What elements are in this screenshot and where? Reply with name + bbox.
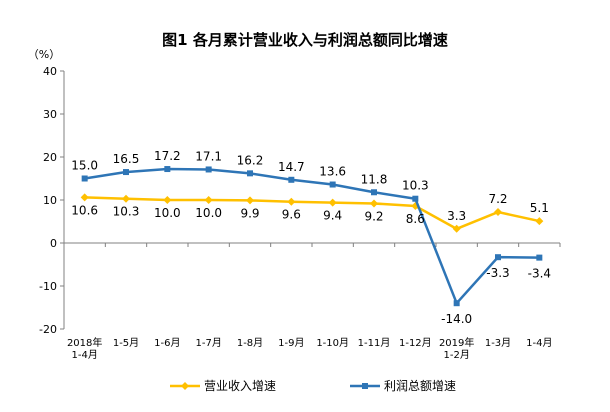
- revenue-data-label: 5.1: [530, 201, 549, 215]
- legend-swatch-marker: [181, 382, 189, 390]
- profit-growth-point: [164, 166, 171, 173]
- revenue-growth-point: [328, 198, 337, 207]
- profit-growth-line: [84, 167, 540, 306]
- y-tick-label: 0: [50, 237, 57, 250]
- x-tick-label: 1-4月: [526, 337, 552, 349]
- legend-label: 利润总额增速: [384, 379, 456, 393]
- x-tick-label: 1-12月: [399, 337, 432, 349]
- profit-data-label: 15.0: [71, 159, 98, 173]
- profit-data-label: -3.4: [528, 267, 551, 281]
- revenue-growth-point: [287, 197, 296, 206]
- revenue-growth-point: [370, 199, 378, 208]
- y-tick-label: -20: [39, 323, 57, 336]
- revenue-data-label: 9.2: [364, 209, 383, 223]
- x-tick-label: 1-6月: [154, 337, 180, 349]
- profit-growth-point: [288, 176, 295, 183]
- revenue-growth-point: [494, 208, 502, 217]
- revenue-data-label: 10.6: [71, 203, 98, 217]
- revenue-data-label: 10.0: [154, 206, 181, 220]
- x-tick-label: 1-9月: [278, 337, 304, 349]
- legend-item-profit-growth: 利润总额增速: [350, 379, 456, 393]
- revenue-growth-point: [122, 194, 130, 203]
- profit-growth-point: [205, 166, 212, 173]
- y-tick-label: 10: [43, 194, 57, 207]
- profit-growth-point: [81, 175, 88, 182]
- revenue-growth-point: [452, 224, 461, 233]
- y-tick-label: 40: [43, 65, 57, 78]
- profit-growth-point: [247, 170, 253, 177]
- revenue-growth-point: [204, 196, 213, 204]
- y-tick-label: 30: [43, 108, 57, 121]
- profit-data-label: 16.2: [237, 153, 264, 167]
- y-tick-label: 20: [43, 151, 57, 164]
- profit-data-label: 11.8: [361, 172, 388, 186]
- legend-label: 营业收入增速: [204, 379, 276, 393]
- series-layer: [80, 166, 544, 307]
- revenue-growth-point: [80, 193, 89, 202]
- x-tick-label: 1-8月: [237, 337, 263, 349]
- revenue-data-label: 10.0: [195, 206, 222, 220]
- y-axis-unit-label: （%）: [28, 48, 60, 61]
- profit-data-label: 16.5: [113, 152, 140, 166]
- profit-growth-point: [495, 254, 501, 261]
- profit-growth-point: [412, 195, 419, 202]
- revenue-data-label: 9.9: [240, 206, 259, 220]
- profit-growth-point: [123, 169, 129, 176]
- chart-title: 图1 各月累计营业收入与利润总额同比增速: [162, 31, 448, 49]
- legend-swatch-marker: [362, 383, 368, 389]
- profit-growth-point: [329, 181, 336, 188]
- revenue-growth-point: [535, 217, 544, 226]
- x-tick-label: 1-7月: [195, 337, 221, 349]
- x-tick-label: 1-10月: [316, 337, 349, 349]
- x-tick-label: 1-3月: [485, 337, 511, 349]
- revenue-growth-line: [84, 196, 540, 231]
- series-profit-growth: [81, 166, 543, 307]
- profit-data-label: -3.3: [486, 266, 509, 280]
- revenue-data-label: 7.2: [488, 192, 507, 206]
- x-tick-label: 1-4月: [71, 349, 97, 361]
- legend: 营业收入增速 利润总额增速: [170, 379, 456, 393]
- revenue-data-label: 8.6: [406, 212, 425, 226]
- y-tick-label: -10: [39, 280, 57, 293]
- revenue-data-label: 9.4: [323, 209, 342, 223]
- series-revenue-growth: [80, 193, 544, 233]
- x-tick-label: 2019年: [439, 336, 474, 349]
- profit-data-label: -14.0: [441, 312, 472, 326]
- data-labels-layer: 10.6 10.3 10.0 10.0 9.9 9.6 9.4 9.2 8.6 3.3 7.2 5.1…: [71, 149, 551, 326]
- x-tick-label: 1-11月: [358, 337, 391, 349]
- revenue-data-label: 10.3: [113, 205, 140, 219]
- x-tick-label: 1-2月: [443, 349, 469, 361]
- revenue-growth-point: [246, 196, 254, 205]
- profit-data-label: 10.3: [402, 179, 429, 193]
- profit-growth-point: [371, 189, 377, 196]
- revenue-data-label: 3.3: [447, 209, 466, 223]
- profit-data-label: 17.2: [154, 149, 181, 163]
- profit-data-label: 14.7: [278, 160, 305, 174]
- revenue-growth-point: [163, 196, 172, 204]
- revenue-data-label: 9.6: [282, 208, 301, 222]
- profit-growth-point: [536, 254, 543, 261]
- x-tick-label: 1-5月: [113, 337, 139, 349]
- legend-item-revenue-growth: 营业收入增速: [170, 379, 276, 393]
- profit-growth-point: [453, 300, 460, 307]
- profit-data-label: 13.6: [319, 165, 346, 179]
- profit-data-label: 17.1: [195, 149, 222, 163]
- x-tick-label: 2018年: [67, 336, 102, 349]
